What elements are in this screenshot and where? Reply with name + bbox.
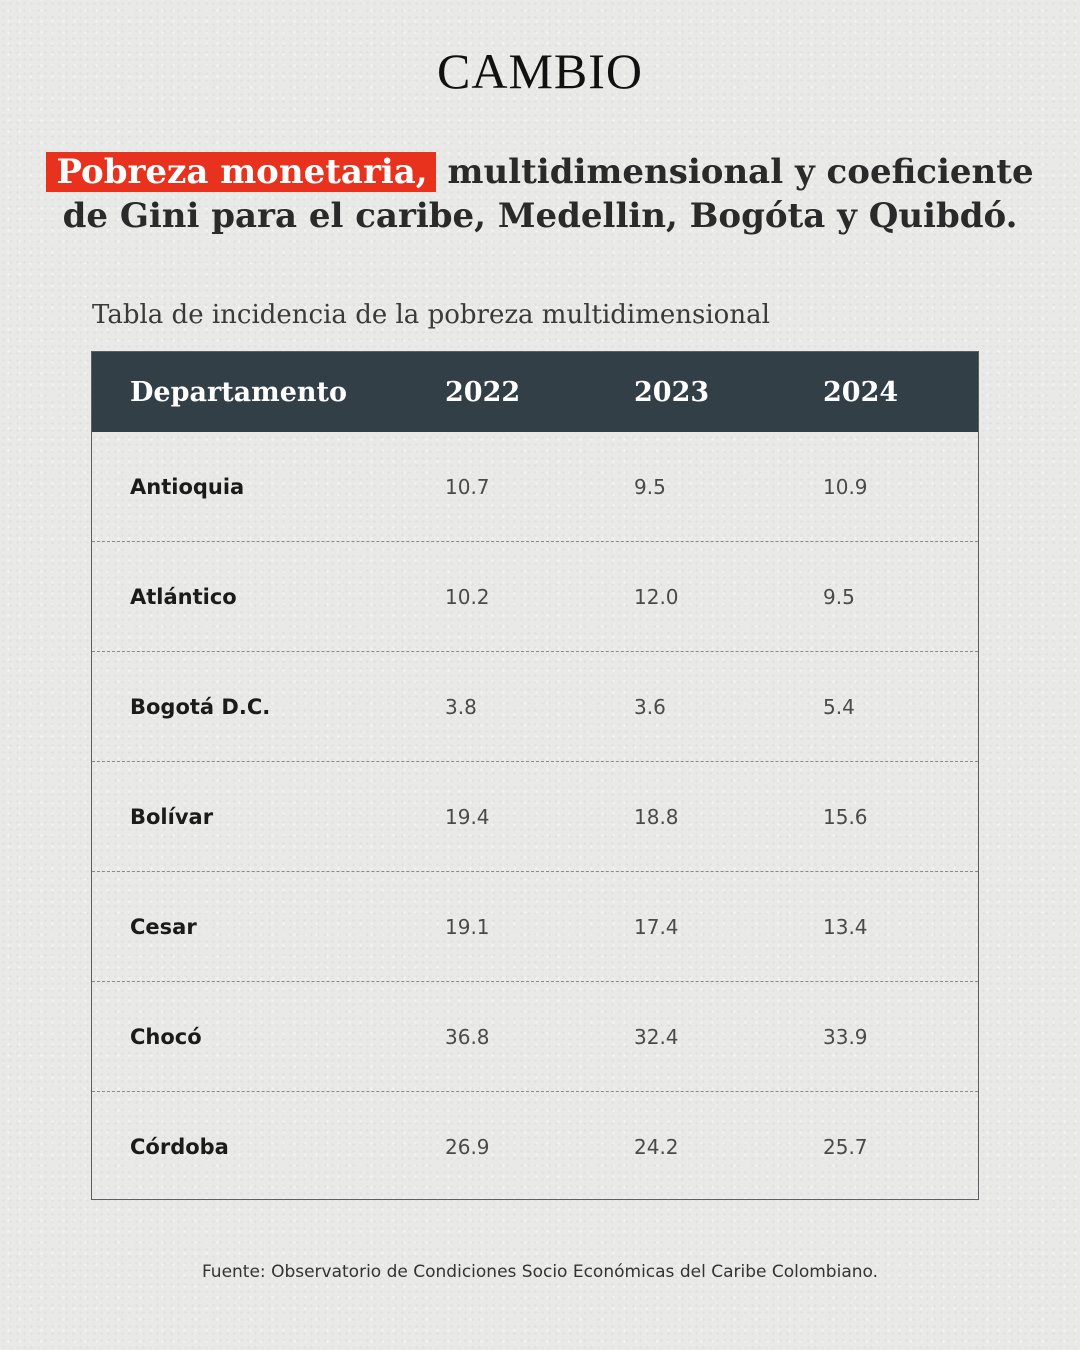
headline-line2: de Gini para el caribe, Medellin, Bogóta…: [62, 196, 1018, 236]
value-2024: 9.5: [823, 584, 855, 609]
header-2024: 2024: [823, 376, 899, 408]
value-2022: 19.4: [445, 804, 490, 829]
value-2023: 32.4: [634, 1024, 679, 1049]
value-2023: 12.0: [634, 584, 679, 609]
table-row: Atlántico 10.2 12.0 9.5: [92, 542, 978, 652]
value-2024: 5.4: [823, 694, 855, 719]
department-name: Antioquia: [130, 474, 245, 499]
department-name: Bolívar: [130, 804, 214, 829]
value-2024: 13.4: [823, 914, 868, 939]
value-2023: 17.4: [634, 914, 679, 939]
department-name: Córdoba: [130, 1135, 229, 1159]
table-row: Córdoba 26.9 24.2 25.7: [92, 1092, 978, 1202]
table-subtitle: Tabla de incidencia de la pobreza multid…: [92, 300, 770, 330]
value-2022: 10.7: [445, 474, 490, 499]
poverty-table: Departamento 2022 2023 2024 Antioquia 10…: [91, 351, 979, 1200]
value-2022: 36.8: [445, 1024, 490, 1049]
headline-highlight: Pobreza monetaria,: [46, 152, 436, 192]
value-2023: 9.5: [634, 474, 666, 499]
table-row: Cesar 19.1 17.4 13.4: [92, 872, 978, 982]
brand-logo: CAMBIO: [436, 43, 644, 99]
table-row: Chocó 36.8 32.4 33.9: [92, 982, 978, 1092]
headline: Pobreza monetaria, multidimensional y co…: [40, 150, 1040, 238]
value-2022: 3.8: [445, 694, 477, 719]
department-name: Chocó: [130, 1024, 202, 1049]
table-row: Antioquia 10.7 9.5 10.9: [92, 432, 978, 542]
table-row: Bolívar 19.4 18.8 15.6: [92, 762, 978, 872]
header-2023: 2023: [634, 376, 710, 408]
value-2022: 19.1: [445, 914, 490, 939]
header-2022: 2022: [445, 376, 521, 408]
table-row: Bogotá D.C. 3.8 3.6 5.4: [92, 652, 978, 762]
department-name: Cesar: [130, 914, 197, 939]
value-2022: 26.9: [445, 1135, 490, 1159]
headline-line1-rest: multidimensional y coeficiente: [435, 152, 1034, 192]
value-2023: 3.6: [634, 694, 666, 719]
value-2024: 10.9: [823, 474, 868, 499]
table-header-row: Departamento 2022 2023 2024: [92, 352, 978, 432]
value-2023: 24.2: [634, 1135, 679, 1159]
value-2023: 18.8: [634, 804, 679, 829]
department-name: Bogotá D.C.: [130, 694, 271, 719]
value-2022: 10.2: [445, 584, 490, 609]
value-2024: 33.9: [823, 1024, 868, 1049]
source-note: Fuente: Observatorio de Condiciones Soci…: [201, 1262, 879, 1282]
value-2024: 25.7: [823, 1135, 868, 1159]
department-name: Atlántico: [130, 584, 237, 609]
header-departamento: Departamento: [130, 376, 348, 408]
value-2024: 15.6: [823, 804, 868, 829]
